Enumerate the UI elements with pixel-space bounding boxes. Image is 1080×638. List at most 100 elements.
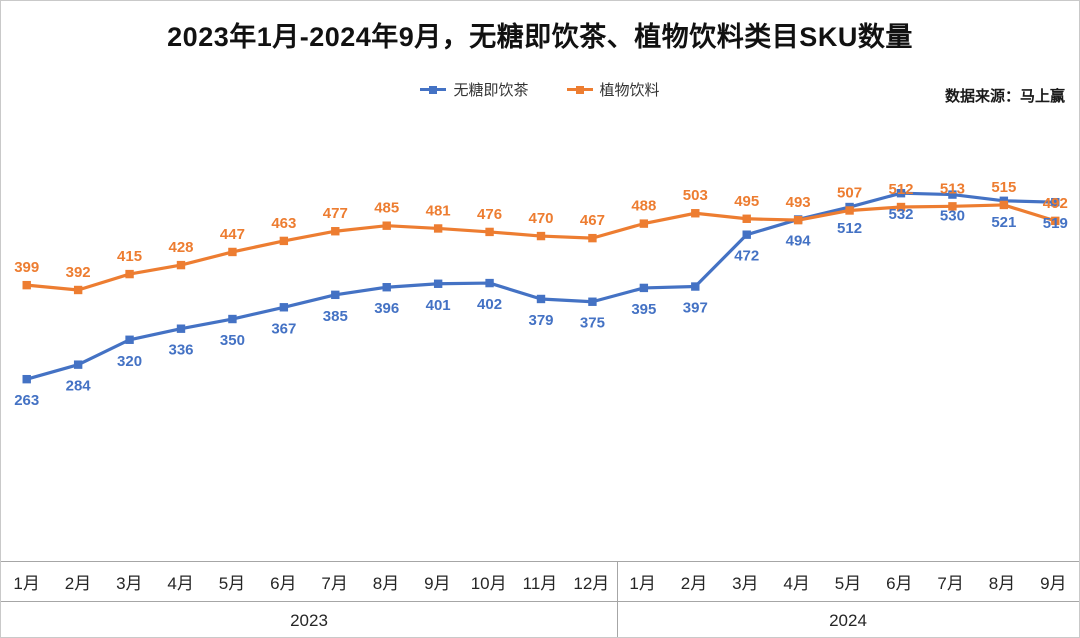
x-axis-month-label: 4月 [783,574,810,593]
data-label: 399 [14,259,39,276]
data-label: 494 [786,232,812,249]
data-label: 401 [426,297,451,314]
x-axis-month-label: 5月 [218,574,246,593]
sugar-free-rtd-tea-marker-icon [228,314,237,324]
data-label: 385 [323,308,348,325]
sugar-free-rtd-tea-marker-icon [948,190,957,199]
data-label: 395 [631,301,656,318]
sugar-free-rtd-tea-marker-icon [536,294,546,304]
data-label: 402 [477,296,502,313]
data-label: 392 [66,264,91,281]
plant-beverage-marker-icon [382,221,391,230]
plant-beverage-marker-icon [999,200,1009,210]
sugar-free-rtd-tea-marker-icon [279,303,289,312]
data-label: 513 [940,180,965,197]
sugar-free-rtd-tea-marker-icon [125,335,134,344]
sugar-free-rtd-tea-marker-icon [639,283,649,293]
legend-square-icon [429,85,438,94]
plant-beverage-marker-icon [845,206,854,215]
sugar-free-rtd-tea-marker-icon [588,297,597,306]
plant-beverage-marker-icon [639,219,649,228]
data-label: 477 [323,205,348,222]
plant-beverage-marker-icon [588,233,597,243]
legend-square-icon [575,85,584,94]
data-label: 512 [888,181,913,198]
x-axis-month-label: 7月 [321,574,348,593]
data-label: 396 [374,300,399,317]
line-marker-icon [566,85,593,95]
data-label: 350 [220,332,245,349]
sugar-free-rtd-tea-marker-icon [433,279,443,288]
data-label: 495 [734,193,759,210]
plant-beverage-marker-icon [279,236,289,246]
data-label: 503 [683,187,708,204]
chart-legend: 无糖即饮茶 植物饮料 [1,79,1079,100]
data-label: 488 [631,198,656,215]
plant-beverage-marker-icon [228,247,237,257]
series-sugar-free-rtd-tea-labels: 263 284 320 336 350 367 385 396 401 402 379 375 395 3… [14,206,1068,409]
data-label: 375 [580,315,605,332]
legend-item-sugar-free-rtd-tea: 无糖即饮茶 [420,79,529,100]
x-axis-month-label: 10月 [470,574,507,593]
sugar-free-rtd-tea-marker-icon [485,278,494,288]
sugar-free-rtd-tea-marker-icon [73,360,83,369]
sugar-free-rtd-tea-marker-icon [176,324,186,333]
chart-title: 2023年1月-2024年9月，无糖即饮茶、植物饮料类目SKU数量 [167,22,913,52]
data-label: 447 [220,226,245,243]
data-label: 481 [426,202,451,219]
series-plant-beverage-labels: 399 392 415 428 447 463 477 485 481 476 470 467 488 5… [14,179,1068,281]
x-axis-month-label: 1月 [629,574,656,593]
data-label: 467 [580,212,605,229]
x-axis-month-label: 6月 [270,574,297,593]
x-axis-group-separator [617,562,618,637]
plant-beverage-marker-icon [948,202,957,211]
data-label: 493 [786,194,811,211]
x-axis-month-label: 11月 [522,574,558,593]
plant-beverage-marker-icon [433,224,443,233]
data-label: 521 [991,214,1016,231]
x-axis-month-label: 8月 [372,574,400,593]
data-label: 507 [837,184,862,201]
x-axis-month-label: 6月 [886,574,913,593]
plant-beverage-marker-icon [536,231,546,241]
sugar-free-rtd-tea-marker-icon [691,282,700,291]
plant-beverage-marker-icon [691,209,700,218]
data-label: 492 [1043,195,1068,212]
data-label: 470 [528,210,553,227]
plant-beverage-marker-icon [22,280,31,290]
plant-beverage-marker-icon [125,269,134,279]
data-label: 472 [734,248,759,265]
plant-beverage-marker-icon [485,227,494,237]
series-sugar-free-rtd-tea [22,188,1060,384]
data-label: 530 [940,208,965,225]
x-axis-month-label: 9月 [1040,574,1067,593]
data-label: 485 [374,200,399,217]
plant-beverage-marker-icon [896,202,906,212]
data-label: 320 [117,353,142,370]
data-label: 379 [528,312,553,329]
x-axis-month-label: 1月 [13,574,40,593]
x-axis-month-label: 9月 [424,574,451,593]
sugar-free-rtd-tea-marker-icon [742,230,751,239]
plant-beverage-marker-icon [176,260,186,270]
x-axis-month-label: 3月 [732,574,759,593]
series-plant-beverage [22,200,1060,295]
data-label: 367 [271,320,296,337]
line-marker-icon [420,85,447,95]
sugar-free-rtd-tea-marker-icon [331,290,340,300]
data-label: 463 [271,215,296,232]
legend-label: 植物饮料 [599,82,660,99]
data-label: 397 [683,300,708,317]
plant-beverage-marker-icon [331,227,340,236]
plot-area: 263 284 320 336 350 367 385 396 401 402 379 375 395 3… [14,179,1068,409]
data-label: 476 [477,206,502,223]
x-axis-month-label: 3月 [116,574,143,593]
sugar-free-rtd-tea-marker-icon [1051,197,1060,207]
data-source-note: 数据来源：马上赢 [944,88,1065,105]
data-label: 515 [991,179,1016,196]
data-label: 512 [837,220,862,237]
legend-label: 无糖即饮茶 [453,82,529,99]
data-label: 336 [168,342,193,359]
x-axis-month-label: 4月 [167,574,194,593]
sugar-free-rtd-tea-marker-icon [382,283,391,292]
